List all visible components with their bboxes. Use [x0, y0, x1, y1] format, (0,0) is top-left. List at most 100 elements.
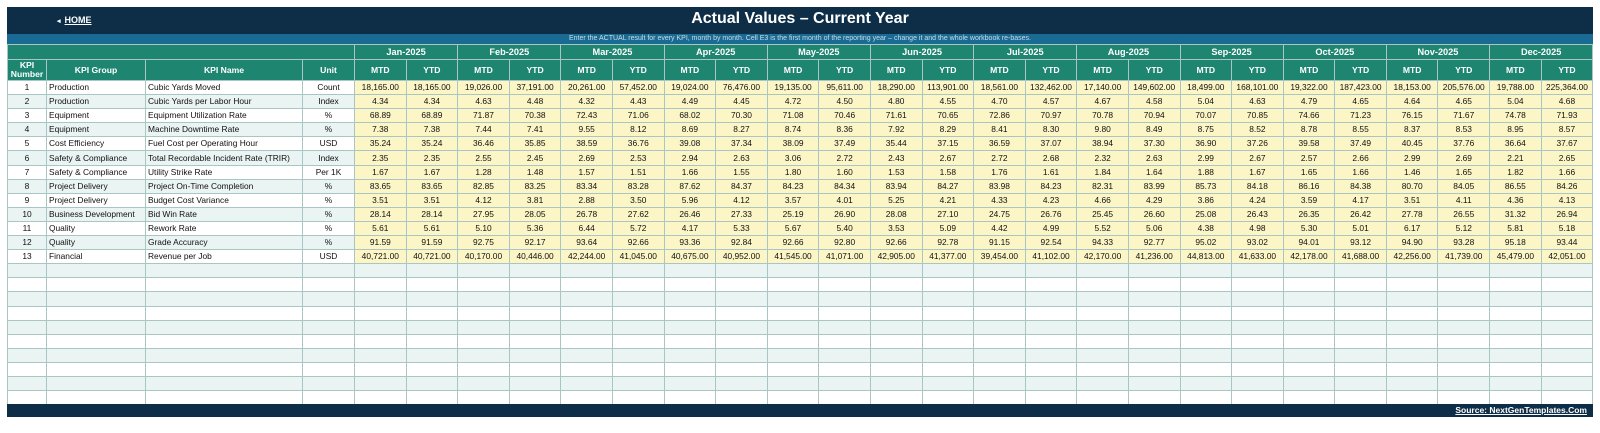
ytd-value-cell[interactable]: 8.52: [1231, 122, 1284, 138]
ytd-value-cell[interactable]: 84.38: [1334, 178, 1387, 194]
ytd-value-cell[interactable]: 2.63: [1127, 150, 1181, 166]
ytd-value-cell[interactable]: 37.76: [1437, 136, 1491, 152]
ytd-value-cell[interactable]: 92.78: [921, 235, 975, 251]
empty-cell[interactable]: [145, 361, 303, 377]
empty-cell[interactable]: [1334, 347, 1387, 363]
ytd-value-cell[interactable]: 1.61: [1024, 164, 1078, 180]
empty-cell[interactable]: [7, 361, 47, 377]
mtd-value-cell[interactable]: 40,170.00: [457, 249, 510, 265]
empty-cell[interactable]: [508, 333, 562, 349]
ytd-value-cell[interactable]: 8.55: [1334, 122, 1387, 138]
ytd-value-cell[interactable]: 2.65: [1540, 150, 1594, 166]
empty-cell[interactable]: [354, 347, 407, 363]
empty-cell[interactable]: [1489, 361, 1542, 377]
ytd-value-cell[interactable]: 4.23: [1024, 192, 1078, 208]
mtd-value-cell[interactable]: 41,545.00: [766, 249, 820, 265]
mtd-value-cell[interactable]: 9.80: [1076, 122, 1129, 138]
ytd-value-cell[interactable]: 37.34: [715, 136, 768, 152]
empty-cell[interactable]: [766, 277, 820, 293]
empty-cell[interactable]: [869, 291, 923, 307]
mtd-value-cell[interactable]: 4.34: [354, 94, 407, 110]
mtd-value-cell[interactable]: 94.33: [1076, 235, 1129, 251]
empty-cell[interactable]: [921, 291, 975, 307]
empty-cell[interactable]: [715, 347, 768, 363]
empty-cell[interactable]: [1489, 305, 1542, 321]
ytd-value-cell[interactable]: 70.38: [508, 108, 562, 124]
ytd-value-cell[interactable]: 70.30: [715, 108, 768, 124]
empty-cell[interactable]: [1282, 305, 1336, 321]
empty-cell[interactable]: [1489, 291, 1542, 307]
empty-cell[interactable]: [302, 319, 355, 335]
mtd-value-cell[interactable]: 72.43: [560, 108, 613, 124]
mtd-value-cell[interactable]: 19,788.00: [1489, 79, 1542, 96]
empty-cell[interactable]: [1385, 347, 1439, 363]
empty-cell[interactable]: [1489, 375, 1542, 392]
empty-cell[interactable]: [302, 263, 355, 279]
ytd-value-cell[interactable]: 149,602.00: [1127, 79, 1181, 96]
mtd-value-cell[interactable]: 5.25: [869, 192, 923, 208]
empty-cell[interactable]: [1385, 263, 1439, 279]
empty-cell[interactable]: [1127, 390, 1181, 406]
ytd-value-cell[interactable]: 92.54: [1024, 235, 1078, 251]
empty-cell[interactable]: [1024, 305, 1078, 321]
ytd-value-cell[interactable]: 70.97: [1024, 108, 1078, 124]
ytd-value-cell[interactable]: 4.50: [818, 94, 871, 110]
empty-cell[interactable]: [1231, 375, 1284, 392]
empty-cell[interactable]: [1540, 291, 1594, 307]
mtd-value-cell[interactable]: 3.59: [1282, 192, 1336, 208]
empty-cell[interactable]: [405, 277, 459, 293]
mtd-value-cell[interactable]: 6.44: [560, 220, 613, 237]
ytd-value-cell[interactable]: 70.46: [818, 108, 871, 124]
empty-cell[interactable]: [1179, 347, 1233, 363]
ytd-value-cell[interactable]: 70.94: [1127, 108, 1181, 124]
empty-cell[interactable]: [457, 305, 510, 321]
empty-cell[interactable]: [7, 277, 47, 293]
mtd-value-cell[interactable]: 93.64: [560, 235, 613, 251]
mtd-value-cell[interactable]: 26.78: [560, 206, 613, 222]
ytd-value-cell[interactable]: 92.77: [1127, 235, 1181, 251]
mtd-value-cell[interactable]: 84.23: [766, 178, 820, 194]
ytd-value-cell[interactable]: 4.12: [715, 192, 768, 208]
mtd-value-cell[interactable]: 3.53: [869, 220, 923, 237]
mtd-value-cell[interactable]: 5.81: [1489, 220, 1542, 237]
ytd-value-cell[interactable]: 4.17: [1334, 192, 1387, 208]
empty-cell[interactable]: [611, 263, 665, 279]
ytd-value-cell[interactable]: 1.60: [818, 164, 871, 180]
empty-cell[interactable]: [1540, 390, 1594, 406]
empty-cell[interactable]: [405, 390, 459, 406]
mtd-value-cell[interactable]: 25.08: [1179, 206, 1233, 222]
mtd-value-cell[interactable]: 4.72: [766, 94, 820, 110]
empty-cell[interactable]: [1024, 263, 1078, 279]
empty-cell[interactable]: [818, 375, 871, 392]
empty-cell[interactable]: [818, 333, 871, 349]
empty-cell[interactable]: [715, 375, 768, 392]
empty-cell[interactable]: [508, 291, 562, 307]
ytd-value-cell[interactable]: 41,377.00: [921, 249, 975, 265]
empty-cell[interactable]: [302, 347, 355, 363]
empty-cell[interactable]: [145, 319, 303, 335]
empty-cell[interactable]: [1231, 277, 1284, 293]
ytd-value-cell[interactable]: 28.05: [508, 206, 562, 222]
empty-cell[interactable]: [1489, 319, 1542, 335]
mtd-value-cell[interactable]: 5.67: [766, 220, 820, 237]
empty-cell[interactable]: [818, 291, 871, 307]
empty-cell[interactable]: [1127, 333, 1181, 349]
empty-cell[interactable]: [611, 277, 665, 293]
empty-cell[interactable]: [869, 319, 923, 335]
empty-cell[interactable]: [508, 263, 562, 279]
empty-cell[interactable]: [508, 347, 562, 363]
empty-cell[interactable]: [1540, 347, 1594, 363]
ytd-value-cell[interactable]: 18,165.00: [405, 79, 459, 96]
empty-cell[interactable]: [560, 305, 613, 321]
empty-cell[interactable]: [1231, 347, 1284, 363]
empty-cell[interactable]: [1231, 305, 1284, 321]
empty-cell[interactable]: [1127, 375, 1181, 392]
mtd-value-cell[interactable]: 83.65: [354, 178, 407, 194]
empty-cell[interactable]: [973, 347, 1026, 363]
mtd-value-cell[interactable]: 17,140.00: [1076, 79, 1129, 96]
mtd-value-cell[interactable]: 6.17: [1385, 220, 1439, 237]
ytd-value-cell[interactable]: 2.66: [1334, 150, 1387, 166]
empty-cell[interactable]: [1179, 277, 1233, 293]
empty-cell[interactable]: [354, 277, 407, 293]
ytd-value-cell[interactable]: 4.45: [715, 94, 768, 110]
